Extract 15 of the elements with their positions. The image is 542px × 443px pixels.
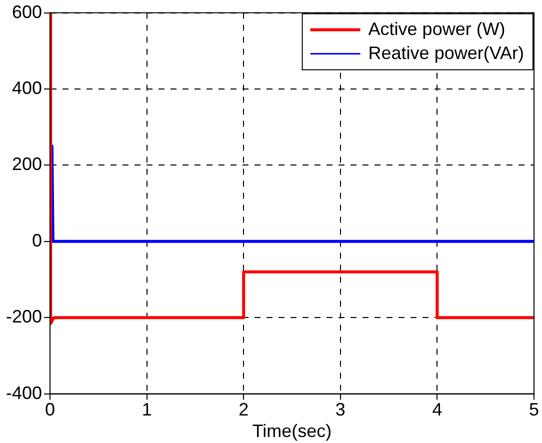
y-tick-label: 0 [32,230,42,250]
y-tick-label: 200 [12,154,42,174]
x-tick-label: 2 [238,400,249,420]
y-tick-label: 600 [12,2,42,22]
x-tick-label: 5 [528,400,540,420]
x-tick-label: 4 [432,400,442,420]
x-tick-label: 1 [142,400,152,420]
x-tick-label: 0 [45,400,56,420]
legend-label: Reative power(VAr) [368,42,524,63]
x-axis-title: Time(sec) [252,421,332,442]
y-tick-label: -200 [6,306,42,327]
y-tick-label: -400 [6,382,42,403]
x-tick-label: 3 [335,400,346,420]
legend-label: Active power (W) [368,18,506,39]
y-tick-label: 400 [12,78,42,98]
